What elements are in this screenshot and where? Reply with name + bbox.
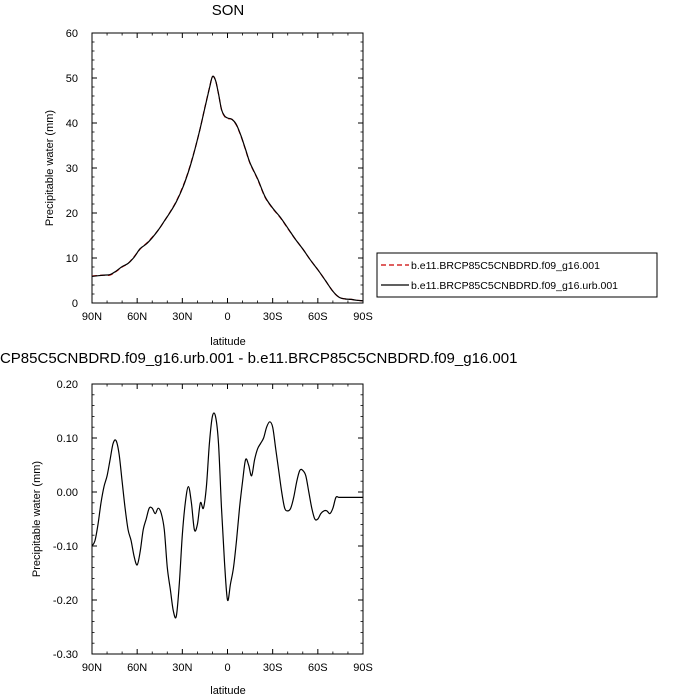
- top-x-tick-label: 90S: [353, 311, 373, 323]
- top-y-tick-label: 20: [66, 208, 78, 220]
- bottom-x-tick-label: 60N: [127, 662, 147, 674]
- top-plot-frame: [91, 32, 364, 304]
- legend-box: [376, 252, 658, 298]
- top-x-tick-label: 0: [224, 311, 230, 323]
- bottom-series-line-1: [91, 412, 363, 619]
- top-y-tick-label: 60: [66, 28, 78, 40]
- legend-label-series-2: b.e11.BRCP85C5CNBDRD.f09_g16.urb.001: [411, 280, 618, 292]
- top-series-line-2: [91, 75, 364, 302]
- top-y-tick-label: 0: [72, 298, 78, 310]
- top-y-tick-label: 40: [66, 118, 78, 130]
- bottom-y-tick-label: -0.20: [53, 595, 78, 607]
- top-x-tick-label: 30S: [263, 311, 283, 323]
- top-y-tick-label: 10: [66, 253, 78, 265]
- top-x-tick-label: 30N: [172, 311, 192, 323]
- top-y-tick-label: 50: [66, 73, 78, 85]
- bottom-chart-panel: b.e11.BRCP85C5CNBDRD.f09_g16.urb.001 - b…: [0, 350, 517, 697]
- bottom-x-tick-label: 90N: [82, 662, 102, 674]
- bottom-y-tick-label: 0.20: [57, 379, 78, 391]
- bottom-y-tick-label: 0.00: [57, 487, 78, 499]
- top-chart-title: SON: [212, 2, 245, 19]
- top-x-tick-label: 60N: [127, 311, 147, 323]
- bottom-x-tick-label: 60S: [308, 662, 328, 674]
- bottom-chart-title: b.e11.BRCP85C5CNBDRD.f09_g16.urb.001 - b…: [0, 350, 517, 367]
- bottom-y-tick-label: 0.10: [57, 433, 78, 445]
- bottom-y-tick-label: -0.10: [53, 541, 78, 553]
- bottom-x-tick-label: 30S: [263, 662, 283, 674]
- top-chart-panel: SON 90N 60N 30N 0 30S 60S 90S 0 10 20 30 40 50 60 lat…: [44, 2, 373, 348]
- bottom-x-tick-label: 90S: [353, 662, 373, 674]
- top-x-axis-label: latitude: [210, 336, 245, 348]
- legend-label-series-1: b.e11.BRCP85C5CNBDRD.f09_g16.001: [411, 260, 600, 272]
- top-y-tick-label: 30: [66, 163, 78, 175]
- bottom-plot-frame: [91, 383, 364, 655]
- legend: b.e11.BRCP85C5CNBDRD.f09_g16.001 b.e11.B…: [376, 252, 658, 298]
- bottom-x-axis-label: latitude: [210, 685, 245, 697]
- bottom-x-tick-label: 0: [224, 662, 230, 674]
- bottom-y-axis-label: Precipitable water (mm): [31, 461, 43, 577]
- bottom-x-tick-label: 30N: [172, 662, 192, 674]
- top-y-axis-label: Precipitable water (mm): [44, 110, 56, 226]
- top-x-tick-label: 60S: [308, 311, 328, 323]
- bottom-y-tick-label: -0.30: [53, 649, 78, 661]
- top-x-tick-label: 90N: [82, 311, 102, 323]
- top-series-line-1: [91, 75, 364, 302]
